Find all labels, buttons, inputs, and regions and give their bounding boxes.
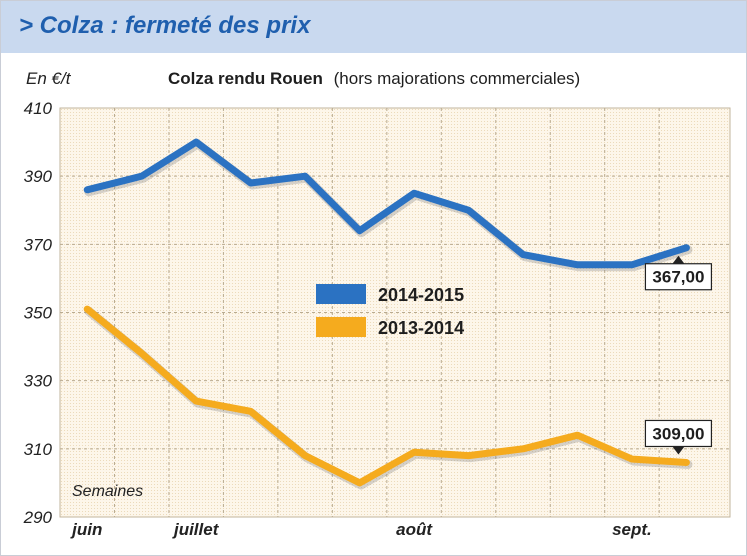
series-1-point-3: [248, 408, 254, 414]
series-1-point-4: [302, 453, 308, 459]
series-0-point-3: [248, 180, 254, 186]
header-bar: > Colza : fermeté des prix: [1, 1, 746, 53]
series-line-0: [83, 138, 690, 269]
y-tick-label-4: 370: [24, 235, 53, 254]
series-1-point-10: [629, 456, 635, 462]
legend-label-2014-2015: 2014-2015: [378, 285, 464, 305]
series-0-point-6: [411, 190, 417, 196]
series-1-point-7: [466, 453, 472, 459]
end-label-1: 309,00: [652, 424, 704, 443]
grid: [60, 108, 730, 517]
series-0-point-9: [574, 262, 580, 268]
x-axis-label: Semaines: [72, 483, 143, 500]
y-tick-label-5: 390: [24, 167, 53, 186]
series-group: [83, 138, 693, 490]
series-0-point-8: [520, 252, 526, 258]
legend-label-2013-2014: 2013-2014: [378, 318, 464, 338]
series-0-point-10: [629, 262, 635, 268]
end-label-arrow-1: [672, 446, 685, 455]
series-1-point-9: [574, 432, 580, 438]
series-0-point-2: [193, 139, 199, 145]
end-labels: 367,00 309,00: [644, 255, 713, 455]
series-0-point-0: [84, 187, 90, 193]
y-tick-label-3: 350: [24, 304, 53, 323]
x-tick-label-1: juillet: [172, 520, 220, 539]
y-tick-label-0: 290: [23, 508, 53, 527]
end-label-box-1: [644, 419, 713, 448]
series-0-point-7: [466, 207, 472, 213]
y-tick-label-6: 410: [24, 99, 53, 118]
series-0-point-5: [357, 228, 363, 234]
y-tick-label-1: 310: [24, 440, 53, 459]
end-label-0: 367,00: [652, 268, 704, 287]
y-tick-label-2: 330: [24, 372, 53, 391]
y-axis-label: En €/t: [26, 69, 72, 88]
chart-title: Colza rendu Rouen (hors majorations comm…: [168, 69, 580, 88]
series-1-point-0: [84, 306, 90, 312]
legend-swatch-2014-2015: [316, 284, 366, 304]
series-0-point-11: [683, 245, 689, 251]
series-0-point-1: [139, 173, 145, 179]
series-1-point-6: [411, 449, 417, 455]
end-label-arrow-0: [672, 255, 685, 264]
series-1-point-1: [139, 350, 145, 356]
x-tick-labels: juin juillet août sept.: [70, 520, 652, 539]
chart-subtitle: (hors majorations commerciales): [334, 69, 581, 88]
series-line-1: [83, 305, 690, 487]
x-tick-label-0: juin: [70, 520, 102, 539]
y-tick-labels: 290 310 330 350 370 390 410: [23, 99, 53, 527]
x-tick-label-3: sept.: [612, 520, 652, 539]
legend: 2014-2015 2013-2014: [316, 284, 464, 338]
header-title: > Colza : fermeté des prix: [19, 12, 311, 39]
series-1-point-5: [357, 480, 363, 486]
legend-swatch-2013-2014: [316, 317, 366, 337]
series-1-point-2: [193, 398, 199, 404]
chart-title-main: Colza rendu Rouen: [168, 69, 323, 88]
end-label-box-0: [644, 263, 713, 291]
series-0-point-4: [302, 173, 308, 179]
series-1-point-8: [520, 446, 526, 452]
series-1-point-11: [683, 459, 689, 465]
x-tick-label-2: août: [396, 520, 433, 539]
